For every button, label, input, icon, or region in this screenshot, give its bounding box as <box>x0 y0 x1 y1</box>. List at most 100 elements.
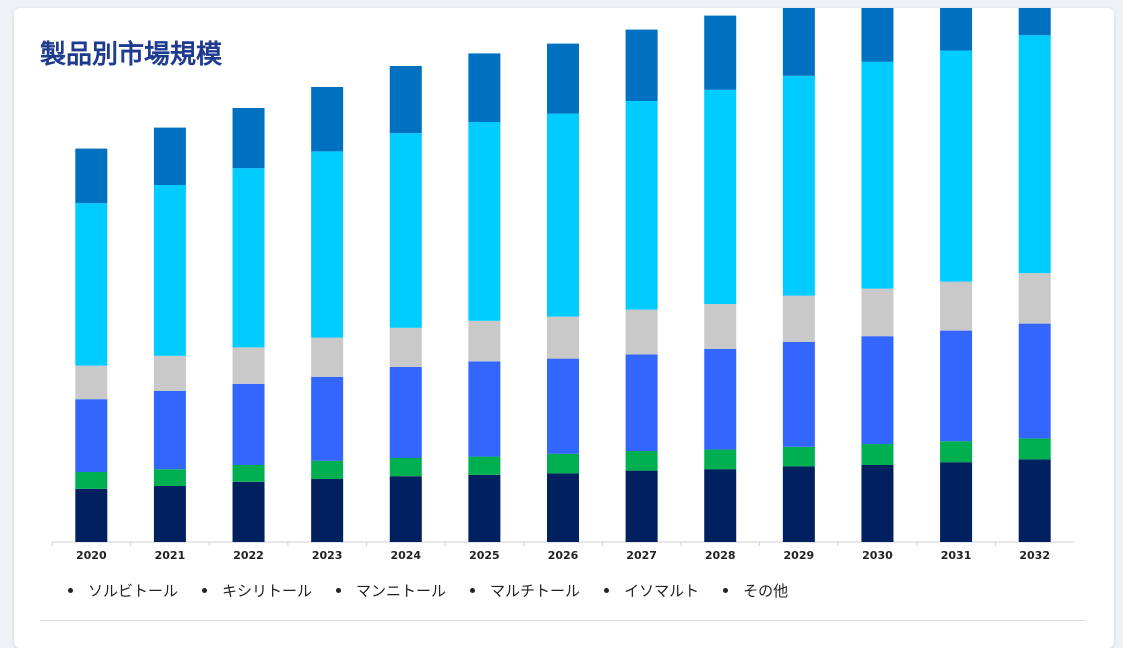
legend-item: キシリトール <box>202 580 312 601</box>
bar-segment <box>232 481 265 542</box>
legend-label: イソマルト <box>624 582 700 600</box>
legend-label: ソルビトール <box>88 582 179 600</box>
x-tick-label: 2025 <box>469 549 500 562</box>
bar-segment <box>232 108 265 169</box>
bullet-icon <box>336 588 342 593</box>
bar-segment <box>389 66 422 134</box>
bar-segment <box>625 470 658 542</box>
bullet-icon <box>604 588 610 593</box>
bar-segment <box>389 458 422 477</box>
bar-segment <box>468 456 501 475</box>
bar-segment <box>782 341 815 447</box>
bar-segment <box>704 15 737 90</box>
x-tick-label: 2024 <box>390 549 421 562</box>
bar-segment <box>1018 8 1051 36</box>
bar-segment <box>75 203 108 366</box>
bar-segment <box>782 446 815 467</box>
bar-segment <box>75 148 108 204</box>
bar-segment <box>940 281 973 331</box>
bar-segment <box>232 347 265 384</box>
x-tick-label: 2027 <box>626 549 657 562</box>
bar-segment <box>547 473 579 542</box>
bullet-icon <box>470 588 476 593</box>
legend-item: マンニトール <box>336 580 446 601</box>
x-tick-label: 2021 <box>155 549 186 562</box>
bar-segment <box>782 75 815 296</box>
chart-card: 製品別市場規模 2020 2021 2022 2023 2024 2025 2026 2027… <box>14 8 1114 648</box>
bar-segment <box>940 441 973 463</box>
bar-segment <box>625 451 658 471</box>
bar-segment <box>1018 35 1051 274</box>
bar-segment <box>153 469 186 486</box>
bar-segment <box>153 355 186 391</box>
bar-segment <box>75 365 108 400</box>
bar-segment <box>861 8 894 62</box>
bar-segment <box>232 383 265 465</box>
bullet-icon <box>68 588 73 593</box>
bar-segment <box>153 185 186 356</box>
legend-label: キシリトール <box>222 582 313 600</box>
bar-segment <box>547 316 579 359</box>
legend-label: その他 <box>743 582 789 600</box>
chart-legend: ソルビトール キシリトール マンニトール マルチトール イソマルト その他 <box>68 580 812 601</box>
bar-segment <box>547 113 579 317</box>
x-tick-label: 2032 <box>1019 549 1050 562</box>
x-tick-label: 2023 <box>312 549 343 562</box>
bar-segment <box>704 469 737 542</box>
bullet-icon <box>202 588 208 593</box>
bar-segment <box>704 89 737 304</box>
bar-segment <box>704 304 737 349</box>
legend-item: マルチトール <box>470 580 580 601</box>
stacked-bar-chart: 2020 2021 2022 2023 2024 2025 2026 2027 2028 2029… <box>51 8 1074 562</box>
bar-segment <box>861 444 894 465</box>
bar-segment <box>389 133 422 328</box>
bar-segment <box>547 43 579 114</box>
bar-segment <box>153 486 186 542</box>
bar-segment <box>311 337 344 377</box>
bar-segment <box>782 8 815 76</box>
bar-segment <box>1018 323 1051 439</box>
bar-segment <box>861 465 894 542</box>
legend-item: ソルビトール <box>68 580 178 601</box>
bar-segment <box>468 474 501 542</box>
bar-segment <box>861 61 894 289</box>
bar-segment <box>625 29 658 102</box>
bar-segment <box>153 390 186 470</box>
bar-segment <box>468 122 501 321</box>
bar-segment <box>311 376 344 461</box>
legend-item: イソマルト <box>604 580 699 601</box>
bar-segment <box>940 462 973 542</box>
bar-segment <box>389 327 422 367</box>
bar-segment <box>782 466 815 542</box>
x-tick-label: 2026 <box>548 549 579 562</box>
bar-segment <box>1018 273 1051 324</box>
legend-label: マンニトール <box>356 582 447 600</box>
bar-segment <box>232 168 265 348</box>
x-tick-label: 2020 <box>76 549 107 562</box>
bar-segment <box>861 336 894 444</box>
bar-segment <box>547 358 579 454</box>
bar-segment <box>468 320 501 362</box>
bar-segment <box>1018 438 1051 460</box>
bar-segment <box>389 367 422 458</box>
bar-segment <box>861 288 894 337</box>
page-title: 製品別市場規模 <box>40 40 223 70</box>
x-tick-label: 2028 <box>705 549 736 562</box>
bar-segment <box>153 127 186 185</box>
bar-segment <box>625 354 658 451</box>
bar-segment <box>625 309 658 355</box>
bar-segment <box>940 8 973 51</box>
x-tick-label: 2030 <box>862 549 893 562</box>
bar-segment <box>782 295 815 342</box>
legend-label: マルチトール <box>490 582 581 600</box>
bar-segment <box>232 465 265 482</box>
bar-segment <box>547 453 579 474</box>
bar-segment <box>75 472 108 489</box>
bar-segment <box>625 101 658 310</box>
divider <box>40 620 1086 621</box>
bar-segment <box>311 479 344 542</box>
bar-segment <box>940 330 973 442</box>
x-tick-label: 2031 <box>941 549 972 562</box>
bar-segment <box>704 348 737 450</box>
bar-segment <box>704 449 737 470</box>
